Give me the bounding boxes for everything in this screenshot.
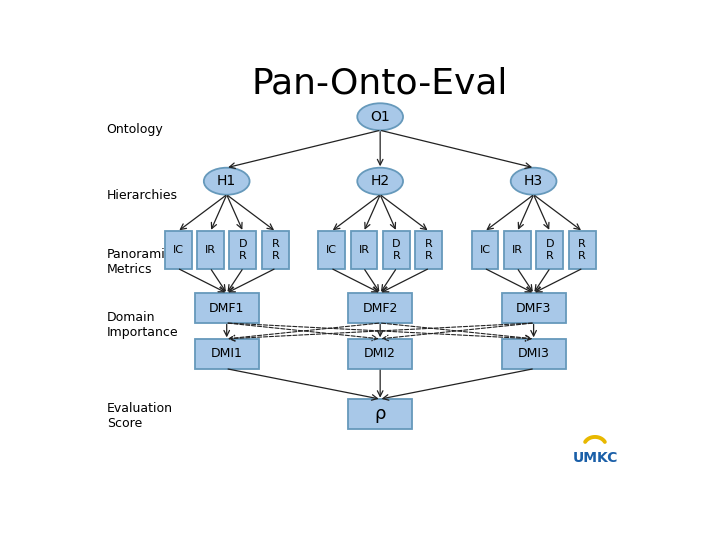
Text: DMF1: DMF1 — [209, 301, 244, 314]
FancyBboxPatch shape — [569, 231, 595, 268]
Text: ρ: ρ — [374, 405, 386, 423]
Text: H2: H2 — [371, 174, 390, 188]
FancyBboxPatch shape — [472, 231, 498, 268]
FancyBboxPatch shape — [348, 399, 413, 429]
Text: Evaluation
Score: Evaluation Score — [107, 402, 173, 430]
Text: DMI3: DMI3 — [518, 347, 549, 360]
FancyBboxPatch shape — [502, 339, 566, 369]
Text: DMF2: DMF2 — [362, 301, 398, 314]
Text: Hierarchies: Hierarchies — [107, 190, 178, 202]
Text: Pan-Onto-Eval: Pan-Onto-Eval — [252, 66, 508, 100]
Text: O1: O1 — [370, 110, 390, 124]
Ellipse shape — [204, 168, 250, 195]
Ellipse shape — [357, 168, 403, 195]
FancyBboxPatch shape — [230, 231, 256, 268]
Text: D
R: D R — [546, 239, 554, 261]
FancyBboxPatch shape — [318, 231, 345, 268]
Text: D
R: D R — [392, 239, 400, 261]
FancyBboxPatch shape — [504, 231, 531, 268]
Text: IC: IC — [326, 245, 337, 255]
Text: R
R: R R — [271, 239, 279, 261]
FancyBboxPatch shape — [383, 231, 410, 268]
Text: DMF3: DMF3 — [516, 301, 552, 314]
Ellipse shape — [357, 103, 403, 130]
Text: Panoramic
Metrics: Panoramic Metrics — [107, 248, 173, 276]
Text: IR: IR — [512, 245, 523, 255]
Text: R
R: R R — [578, 239, 586, 261]
FancyBboxPatch shape — [415, 231, 442, 268]
Text: IC: IC — [480, 245, 490, 255]
Text: H3: H3 — [524, 174, 543, 188]
FancyBboxPatch shape — [351, 231, 377, 268]
Text: DMI1: DMI1 — [211, 347, 243, 360]
FancyBboxPatch shape — [197, 231, 224, 268]
FancyBboxPatch shape — [194, 293, 258, 323]
FancyBboxPatch shape — [502, 293, 566, 323]
Ellipse shape — [510, 168, 557, 195]
Text: IR: IR — [205, 245, 216, 255]
Text: DMI2: DMI2 — [364, 347, 396, 360]
FancyBboxPatch shape — [348, 293, 413, 323]
Text: Ontology: Ontology — [107, 123, 163, 136]
Text: R
R: R R — [425, 239, 433, 261]
Text: IR: IR — [359, 245, 369, 255]
FancyBboxPatch shape — [165, 231, 192, 268]
FancyBboxPatch shape — [536, 231, 563, 268]
Text: D
R: D R — [238, 239, 247, 261]
FancyBboxPatch shape — [262, 231, 289, 268]
Text: H1: H1 — [217, 174, 236, 188]
Text: UMKC: UMKC — [572, 451, 618, 465]
Text: IC: IC — [173, 245, 184, 255]
FancyBboxPatch shape — [194, 339, 258, 369]
FancyBboxPatch shape — [348, 339, 413, 369]
Text: Domain
Importance: Domain Importance — [107, 310, 179, 339]
